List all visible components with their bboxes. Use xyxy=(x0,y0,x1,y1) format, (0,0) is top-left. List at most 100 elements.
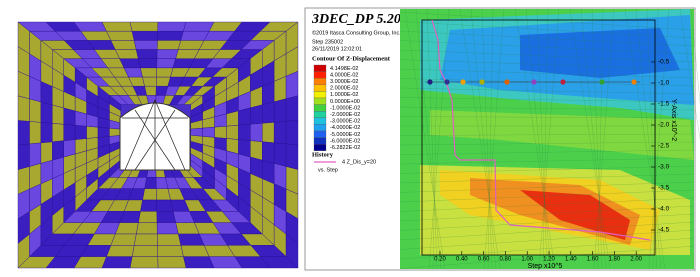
tunnel-panel xyxy=(29,121,42,145)
legend-swatch xyxy=(313,91,327,99)
tunnel-panel xyxy=(135,49,158,59)
mesh-line xyxy=(525,8,552,270)
legend-swatch xyxy=(313,71,327,79)
mesh-line xyxy=(399,133,695,136)
mesh-line xyxy=(432,8,439,270)
legend-label: 4.1498E-02 xyxy=(330,66,358,72)
tunnel-panel xyxy=(144,85,157,96)
tunnel-panel xyxy=(157,256,187,269)
mesh-line xyxy=(591,8,603,270)
tunnel-panel xyxy=(109,127,121,137)
tunnel-panel xyxy=(52,140,64,161)
tunnel-panel xyxy=(140,199,157,212)
y-tick-label: -0.5 xyxy=(658,59,670,66)
x-tick-label: 1.80 xyxy=(609,257,621,263)
mesh-line xyxy=(481,8,493,270)
tunnel-panel xyxy=(133,233,158,246)
tunnel-panel xyxy=(250,140,263,161)
tunnel-panel xyxy=(214,125,227,139)
mesh-line xyxy=(580,8,607,270)
tunnel-panel xyxy=(29,98,42,123)
monitor-point xyxy=(504,79,510,85)
tunnel-panel xyxy=(17,95,30,122)
mesh-line xyxy=(648,8,670,270)
tunnel-panel xyxy=(142,188,157,201)
mesh-line xyxy=(399,68,695,79)
tunnel-panel xyxy=(74,125,87,140)
legend-label: 2.0000E-02 xyxy=(330,86,358,92)
mesh-line xyxy=(652,8,659,270)
mesh-line xyxy=(399,173,695,184)
legend-label: -5.0000E-02 xyxy=(330,132,360,138)
legend-swatch xyxy=(313,78,327,85)
history-curve xyxy=(431,19,651,241)
mesh-line xyxy=(428,8,450,270)
tunnel-panel xyxy=(156,188,171,201)
mesh-line xyxy=(593,8,615,270)
mesh-line xyxy=(399,189,695,203)
legend-swatch xyxy=(313,124,327,132)
y-tick-label: -4.5 xyxy=(658,227,670,234)
mesh-line xyxy=(470,8,497,270)
tunnel-panel xyxy=(262,122,275,144)
tunnel-render xyxy=(17,21,299,269)
mesh-line xyxy=(426,8,438,270)
y-tick-label: -1.0 xyxy=(658,80,670,87)
tunnel-panel xyxy=(183,21,215,32)
monitor-point xyxy=(531,79,537,85)
mesh-line xyxy=(399,141,695,146)
mesh-line xyxy=(536,8,548,270)
mesh-line xyxy=(399,87,695,95)
tunnel-panel xyxy=(156,211,176,223)
y-tick-label: -4.0 xyxy=(658,206,670,213)
tunnel-panel xyxy=(180,245,210,257)
x-tick-label: 0.80 xyxy=(500,257,512,263)
contour-title: Contour Of Z-Displacement xyxy=(312,55,391,62)
mesh-line xyxy=(399,181,695,193)
tunnel-panel xyxy=(226,125,239,140)
tunnel-panel xyxy=(129,256,159,269)
monitor-point xyxy=(631,79,637,85)
monitor-point xyxy=(427,79,433,85)
monitor-points xyxy=(427,79,637,85)
history-title: History xyxy=(312,151,334,158)
monitor-point xyxy=(479,79,485,85)
mesh-line xyxy=(459,8,501,270)
x-tick-label: 0.20 xyxy=(434,257,446,263)
legend-swatch xyxy=(313,111,327,118)
x-tick-label: 1.60 xyxy=(587,257,599,263)
mesh-line xyxy=(399,157,695,165)
software-title: 3DEC_DP 5.20 xyxy=(311,12,401,27)
tunnel-panel xyxy=(273,98,287,123)
tunnel-panel xyxy=(156,199,174,212)
tunnel-panel xyxy=(285,120,299,146)
tunnel-panel xyxy=(262,141,275,164)
mesh-line xyxy=(514,8,556,270)
tunnel-panel xyxy=(157,30,184,41)
tunnel-panel xyxy=(40,122,53,144)
mesh-line xyxy=(399,106,695,111)
monitor-point xyxy=(444,79,450,85)
tunnel-panel xyxy=(273,121,287,145)
tunnel-panel xyxy=(17,120,30,146)
contour-field xyxy=(399,8,700,270)
x-tick-label: 0.40 xyxy=(456,257,468,263)
mesh-lines xyxy=(399,8,700,270)
y-tick-label: -1.5 xyxy=(658,101,670,108)
legend-label: -6.2822E-02 xyxy=(330,145,360,151)
tunnel-panel xyxy=(106,30,135,41)
mesh-line xyxy=(399,197,695,212)
mesh-line xyxy=(597,8,604,270)
tunnel-panel xyxy=(285,95,299,122)
mesh-line xyxy=(399,237,695,260)
monitor-point xyxy=(599,79,605,85)
x-tick-label: 0.60 xyxy=(478,257,490,263)
tunnel-panel xyxy=(190,127,203,137)
tunnel-panel xyxy=(142,76,157,87)
x-tick-label: 1.40 xyxy=(565,257,577,263)
tunnel-panel xyxy=(52,123,64,142)
legend-label: 3.0000E-02 xyxy=(330,79,358,85)
legend-swatch xyxy=(313,137,327,145)
monitor-point xyxy=(560,79,566,85)
y-tick-label: -2.5 xyxy=(658,143,670,150)
